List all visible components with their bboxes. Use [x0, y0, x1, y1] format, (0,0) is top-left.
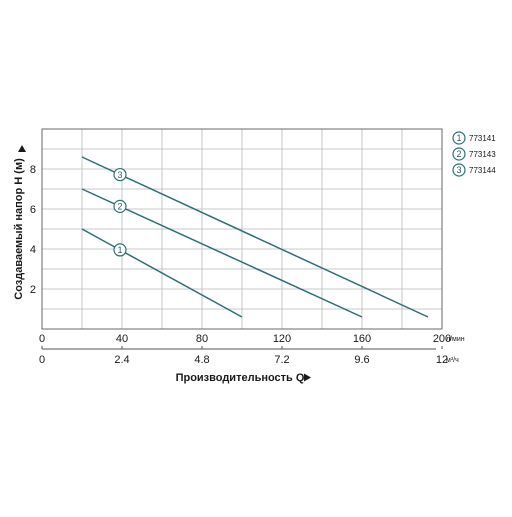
legend-marker-number: 3 [456, 165, 461, 175]
x-tick-label: 40 [116, 333, 128, 345]
y-axis-title: Создаваемый напор H (м) [13, 158, 25, 300]
x-unit-secondary: м³/ч [446, 357, 459, 364]
x-axis-title: Производительность Q [176, 372, 305, 384]
x-tick-label: 80 [196, 333, 208, 345]
series-marker-number: 2 [117, 202, 122, 212]
legend-label: 773141 [469, 134, 496, 143]
x-secondary-tick-label: 9.6 [354, 354, 369, 366]
legend-label: 773143 [469, 150, 496, 159]
y-tick-label: 4 [30, 244, 36, 256]
x-tick-label: 200 [433, 333, 451, 345]
x-axis-arrow-icon [304, 373, 311, 382]
x-tick-label: 160 [353, 333, 371, 345]
x-secondary-tick-label: 4.8 [194, 354, 209, 366]
series-marker-number: 3 [117, 170, 122, 180]
series-line-773141 [81, 228, 243, 318]
series-line-773143 [81, 188, 363, 318]
y-tick-label: 2 [30, 284, 36, 296]
plot-frame [41, 128, 443, 330]
series-marker-circle [113, 243, 127, 257]
legend-marker [452, 163, 466, 177]
y-tick-label: 6 [30, 204, 36, 216]
legend: 1 773141 2 773143 3 773144 [452, 131, 496, 177]
y-axis-arrow-icon [18, 145, 26, 152]
series-marker-circle [113, 199, 127, 213]
x-secondary-tick-label: 7.2 [274, 354, 289, 366]
x-tick-label: 0 [39, 333, 45, 345]
x-secondary-tick-label: 0 [39, 354, 45, 366]
x-unit-primary: л/мин [446, 336, 465, 343]
axes [41, 128, 443, 350]
legend-label: 773144 [469, 166, 496, 175]
series-lines [81, 156, 429, 318]
series-markers: 1 2 3 [113, 167, 127, 257]
legend-marker [452, 131, 466, 145]
x-secondary-tick-label: 12 [436, 354, 448, 366]
x-tick-label: 120 [273, 333, 291, 345]
y-tick-label: 8 [30, 164, 36, 176]
series-marker-number: 1 [117, 245, 122, 255]
series-line-773144 [81, 156, 429, 318]
legend-marker-number: 2 [456, 149, 461, 159]
legend-marker-number: 1 [456, 133, 461, 143]
series-marker-circle [113, 167, 127, 182]
x-secondary-tick-label: 2.4 [114, 354, 129, 366]
legend-marker [452, 147, 466, 161]
grid [42, 129, 442, 329]
